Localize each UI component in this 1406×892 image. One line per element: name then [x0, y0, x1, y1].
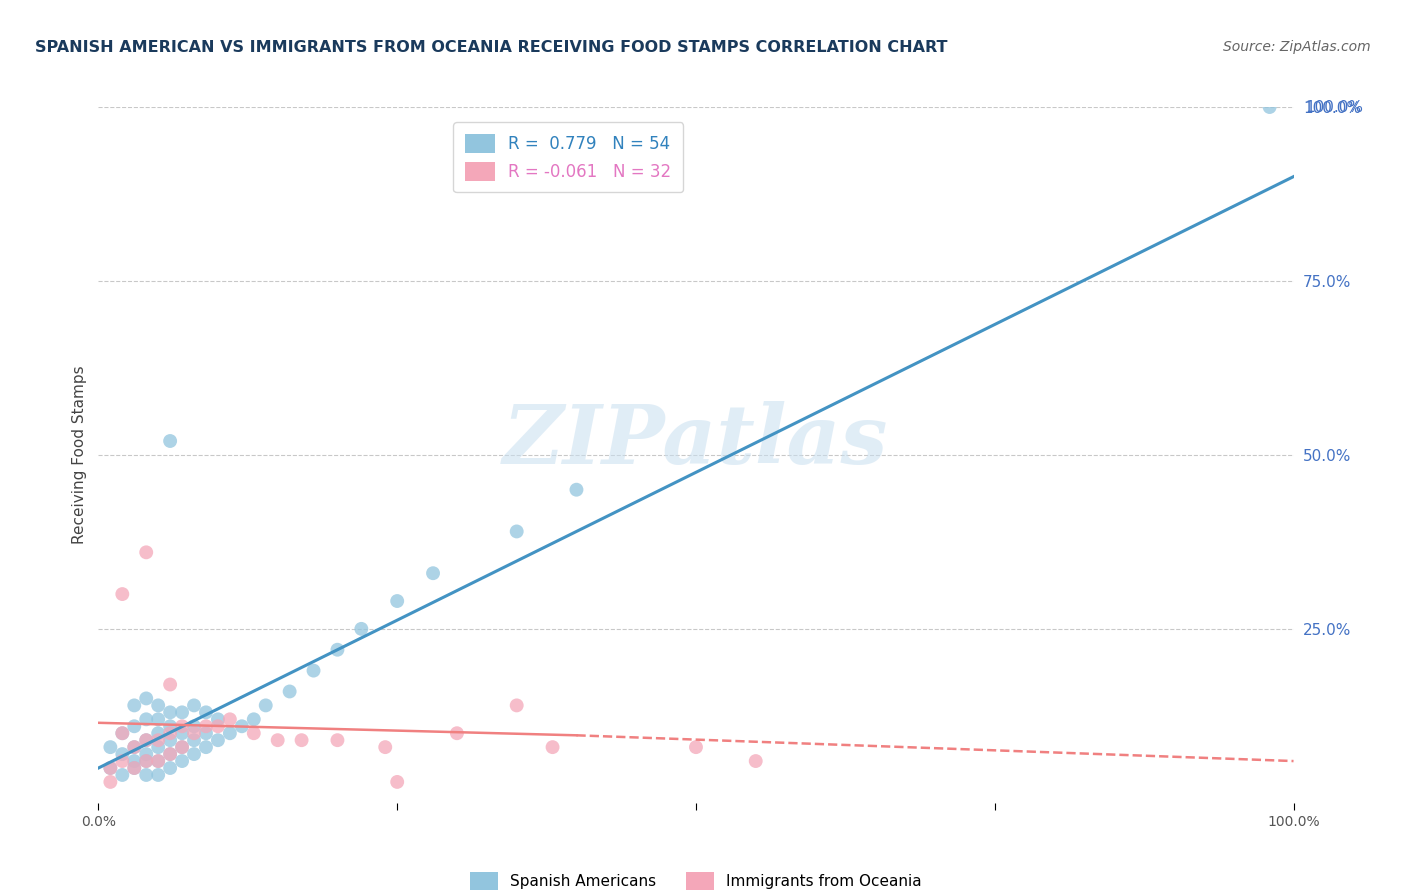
- Point: [159, 434, 181, 448]
- Point: [243, 726, 266, 740]
- Point: [98, 761, 122, 775]
- Point: [207, 733, 229, 747]
- Point: [135, 733, 157, 747]
- Point: [745, 754, 768, 768]
- Point: [385, 594, 409, 608]
- Point: [111, 726, 134, 740]
- Point: [446, 726, 468, 740]
- Point: [124, 761, 146, 775]
- Point: [183, 726, 205, 740]
- Point: [219, 726, 242, 740]
- Point: [195, 740, 218, 755]
- Point: [135, 712, 157, 726]
- Point: [172, 740, 194, 755]
- Point: [1258, 100, 1281, 114]
- Text: Source: ZipAtlas.com: Source: ZipAtlas.com: [1223, 40, 1371, 54]
- Point: [350, 622, 373, 636]
- Point: [207, 712, 229, 726]
- Point: [111, 768, 134, 782]
- Point: [135, 768, 157, 782]
- Point: [124, 719, 146, 733]
- Point: [172, 719, 194, 733]
- Point: [111, 587, 134, 601]
- Point: [135, 545, 157, 559]
- Point: [254, 698, 277, 713]
- Point: [172, 726, 194, 740]
- Text: 100.0%: 100.0%: [1306, 100, 1364, 114]
- Point: [135, 747, 157, 761]
- Point: [278, 684, 301, 698]
- Point: [124, 761, 146, 775]
- Point: [385, 775, 409, 789]
- Point: [219, 712, 242, 726]
- Point: [195, 719, 218, 733]
- Point: [685, 740, 707, 755]
- Point: [159, 706, 181, 720]
- Point: [98, 761, 122, 775]
- Point: [506, 524, 529, 539]
- Point: [326, 642, 349, 657]
- Legend: Spanish Americans, Immigrants from Oceania: Spanish Americans, Immigrants from Ocean…: [464, 866, 928, 892]
- Point: [195, 726, 218, 740]
- Point: [148, 726, 170, 740]
- Text: ZIPatlas: ZIPatlas: [503, 401, 889, 481]
- Point: [207, 719, 229, 733]
- Point: [148, 768, 170, 782]
- Point: [124, 740, 146, 755]
- Point: [172, 754, 194, 768]
- Point: [111, 747, 134, 761]
- Point: [541, 740, 564, 755]
- Point: [124, 740, 146, 755]
- Point: [243, 712, 266, 726]
- Point: [183, 698, 205, 713]
- Point: [183, 719, 205, 733]
- Text: SPANISH AMERICAN VS IMMIGRANTS FROM OCEANIA RECEIVING FOOD STAMPS CORRELATION CH: SPANISH AMERICAN VS IMMIGRANTS FROM OCEA…: [35, 40, 948, 55]
- Point: [183, 733, 205, 747]
- Point: [148, 712, 170, 726]
- Point: [159, 677, 181, 691]
- Y-axis label: Receiving Food Stamps: Receiving Food Stamps: [72, 366, 87, 544]
- Point: [124, 698, 146, 713]
- Point: [159, 726, 181, 740]
- Point: [231, 719, 253, 733]
- Point: [159, 747, 181, 761]
- Point: [135, 691, 157, 706]
- Point: [302, 664, 325, 678]
- Point: [195, 706, 218, 720]
- Point: [159, 719, 181, 733]
- Point: [159, 761, 181, 775]
- Point: [148, 698, 170, 713]
- Point: [148, 740, 170, 755]
- Point: [506, 698, 529, 713]
- Point: [148, 754, 170, 768]
- Point: [422, 566, 444, 581]
- Point: [98, 775, 122, 789]
- Point: [291, 733, 314, 747]
- Point: [159, 747, 181, 761]
- Point: [374, 740, 396, 755]
- Point: [172, 740, 194, 755]
- Point: [135, 754, 157, 768]
- Point: [172, 706, 194, 720]
- Point: [148, 754, 170, 768]
- Point: [135, 754, 157, 768]
- Point: [111, 726, 134, 740]
- Point: [326, 733, 349, 747]
- Point: [565, 483, 588, 497]
- Point: [124, 754, 146, 768]
- Point: [111, 754, 134, 768]
- Point: [135, 733, 157, 747]
- Point: [148, 733, 170, 747]
- Point: [267, 733, 290, 747]
- Point: [159, 733, 181, 747]
- Point: [98, 740, 122, 755]
- Point: [183, 747, 205, 761]
